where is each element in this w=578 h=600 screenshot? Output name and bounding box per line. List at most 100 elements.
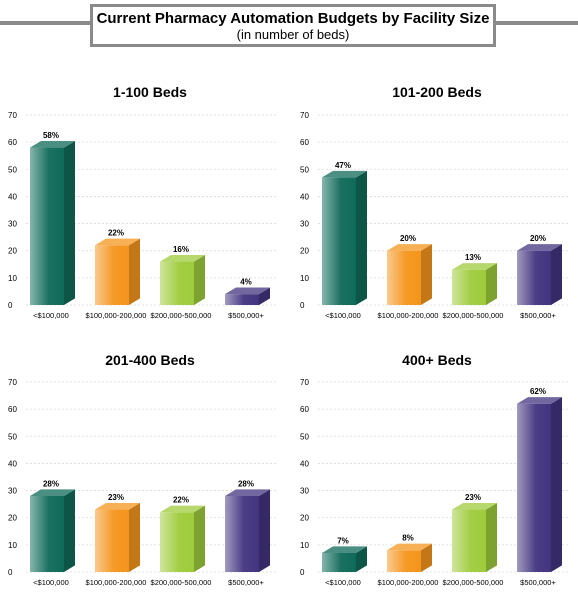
bar-value-label: 22% (173, 496, 189, 505)
y-tick-label: 0 (300, 568, 305, 577)
x-category-label: $500,000+ (228, 578, 264, 587)
bar-front (30, 147, 64, 305)
bar-top (225, 287, 270, 295)
bar-value-label: 13% (465, 253, 481, 262)
bar-side (259, 287, 270, 305)
y-tick-label: 10 (8, 274, 17, 283)
bar-top (95, 238, 140, 246)
bar-front (95, 245, 129, 305)
bar-top (160, 254, 205, 262)
bar-1 (30, 140, 75, 305)
y-tick-label: 70 (8, 378, 17, 387)
bar-side (421, 543, 432, 572)
bar-side (259, 489, 270, 572)
x-category-label: $100,000-200,000 (86, 311, 147, 320)
bar-top (322, 170, 367, 178)
y-tick-label: 70 (8, 111, 17, 120)
bar-side (551, 244, 562, 305)
bar-front (225, 294, 259, 305)
chart-subtitle: (in number of beds) (236, 27, 350, 42)
bar-top (387, 244, 432, 251)
bar-side (129, 502, 140, 572)
bar-value-label: 58% (43, 131, 59, 140)
bar-2 (95, 238, 140, 305)
y-tick-label: 30 (300, 487, 309, 496)
y-tick-label: 40 (8, 459, 17, 468)
x-category-label: $500,000+ (520, 311, 556, 320)
chart-panel-1: 0 10 20 30 40 50 60 70 58% <$100,000 22% $100,000-2… (8, 111, 278, 320)
y-tick-label: 40 (300, 459, 309, 468)
panel-title-201-400-beds: 201-400 Beds (105, 352, 195, 368)
x-category-label: $500,000+ (520, 578, 556, 587)
bar-front (517, 250, 551, 305)
bar-top (30, 489, 75, 496)
bar-3 (160, 505, 205, 572)
y-tick-label: 10 (8, 541, 17, 550)
x-category-label: $200,000-500,000 (443, 311, 504, 320)
bar-3 (452, 263, 497, 305)
bar-front (452, 509, 486, 572)
bar-front (387, 550, 421, 572)
y-tick-label: 70 (300, 378, 309, 387)
panel-title-400-plus-beds: 400+ Beds (402, 352, 472, 368)
y-tick-label: 30 (8, 220, 17, 229)
bar-side (421, 244, 432, 305)
bar-front (225, 496, 259, 572)
bar-front (452, 269, 486, 305)
bar-side (356, 546, 367, 572)
bar-1 (30, 489, 75, 572)
bar-4 (225, 287, 270, 305)
bar-value-label: 7% (337, 536, 349, 545)
bar-top (517, 244, 562, 251)
bar-value-label: 23% (108, 493, 124, 502)
bar-side (551, 397, 562, 572)
chart-panel-4: 0 10 20 30 40 50 60 70 7% <$100,000 8% $100,000-200… (300, 378, 570, 587)
x-category-label: $200,000-500,000 (443, 578, 504, 587)
bar-value-label: 28% (238, 479, 254, 488)
bar-top (322, 546, 367, 553)
bar-3 (452, 502, 497, 572)
bar-2 (95, 502, 140, 572)
chart-panel-3: 0 10 20 30 40 50 60 70 28% <$100,000 23% $100,000-2… (8, 378, 278, 587)
bar-side (64, 140, 75, 305)
bar-side (129, 238, 140, 305)
bar-value-label: 23% (465, 493, 481, 502)
bar-value-label: 4% (240, 278, 252, 287)
bar-top (95, 502, 140, 510)
y-tick-label: 50 (300, 432, 309, 441)
bar-value-label: 47% (335, 161, 351, 170)
y-tick-label: 40 (8, 192, 17, 201)
x-category-label: $200,000-500,000 (151, 578, 212, 587)
bar-top (225, 489, 270, 496)
y-tick-label: 20 (300, 514, 309, 523)
bar-side (64, 489, 75, 572)
y-tick-label: 70 (300, 111, 309, 120)
y-tick-label: 10 (300, 541, 309, 550)
bar-value-label: 62% (530, 387, 546, 396)
bar-1 (322, 170, 367, 305)
bar-front (387, 250, 421, 305)
y-tick-label: 60 (300, 138, 309, 147)
x-category-label: <$100,000 (33, 311, 69, 320)
bar-side (486, 502, 497, 572)
bar-side (194, 505, 205, 572)
bar-front (322, 553, 356, 572)
y-tick-label: 60 (300, 405, 309, 414)
y-tick-label: 0 (300, 301, 305, 310)
bar-value-label: 20% (530, 234, 546, 243)
bar-top (160, 505, 205, 513)
bar-side (356, 170, 367, 305)
y-tick-label: 10 (300, 274, 309, 283)
y-tick-label: 60 (8, 405, 17, 414)
bar-front (160, 512, 194, 572)
bar-top (30, 140, 75, 148)
x-category-label: $200,000-500,000 (151, 311, 212, 320)
y-tick-label: 50 (8, 432, 17, 441)
bar-front (160, 261, 194, 305)
bar-side (194, 254, 205, 305)
bar-front (517, 403, 551, 572)
bar-top (452, 263, 497, 270)
bar-top (517, 397, 562, 404)
y-tick-label: 50 (8, 165, 17, 174)
bar-top (387, 543, 432, 551)
